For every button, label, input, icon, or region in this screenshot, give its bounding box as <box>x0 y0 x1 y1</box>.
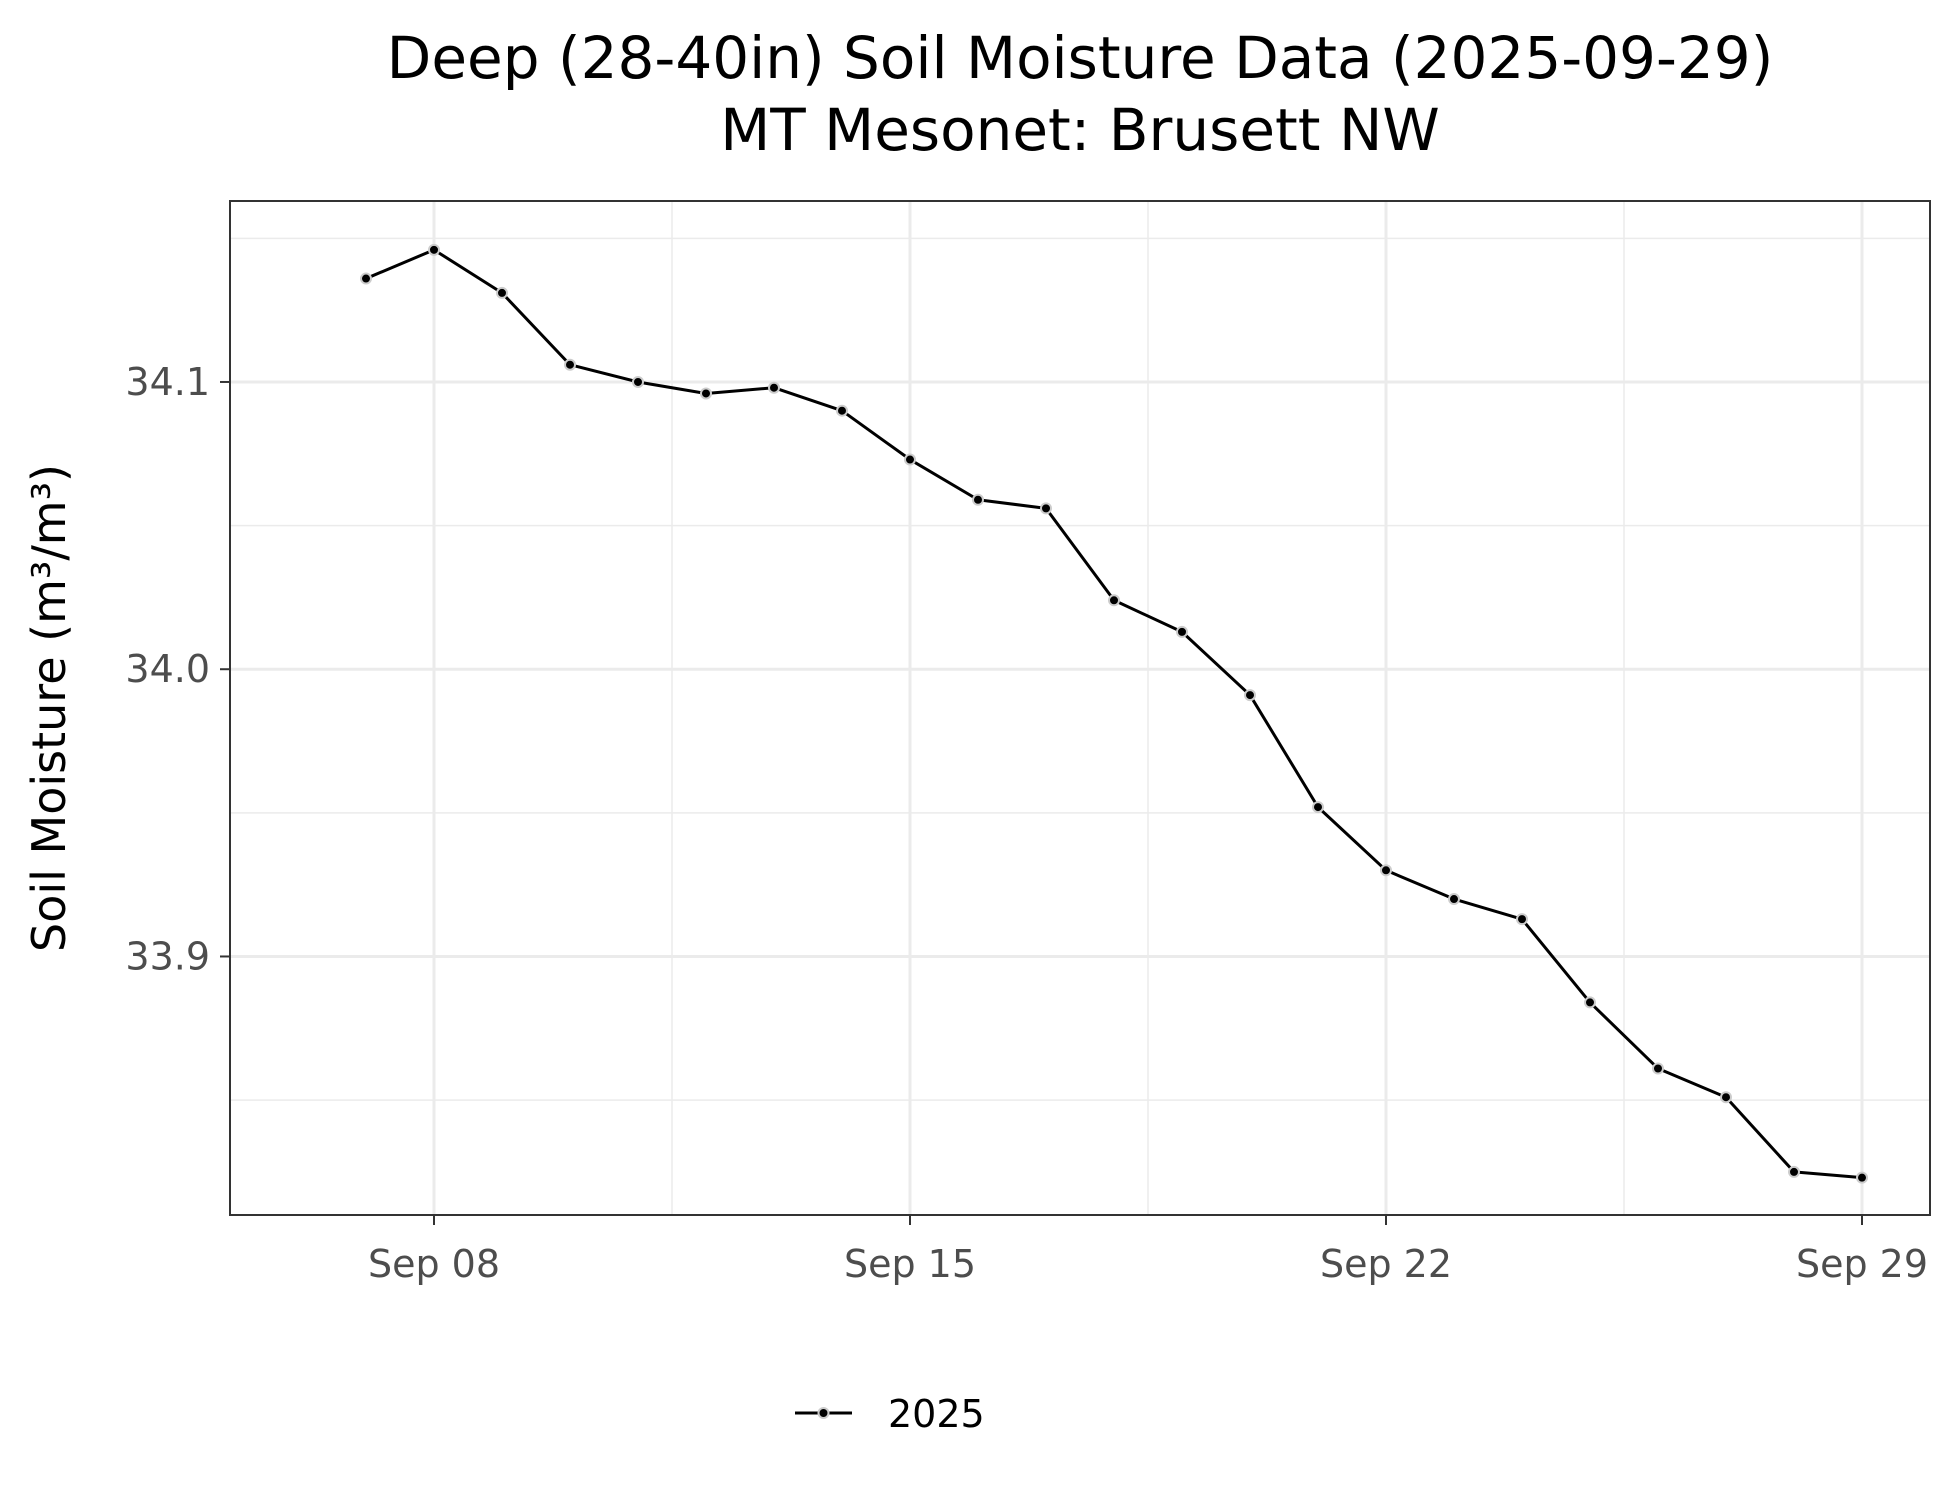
data-point <box>1108 594 1120 607</box>
y-tick-label: 34.0 <box>125 647 210 691</box>
data-point <box>1720 1091 1732 1104</box>
data-point <box>632 375 644 388</box>
data-point <box>1448 893 1460 906</box>
y-tick-label: 34.1 <box>125 360 210 404</box>
chart-subtitle-line: MT Mesonet: Brusett NW <box>720 96 1440 164</box>
grid-layer <box>230 201 1930 1215</box>
x-tick-label: Sep 22 <box>1320 1242 1452 1286</box>
data-point <box>1652 1062 1664 1075</box>
legend-point-icon <box>817 1407 830 1419</box>
data-point <box>564 358 576 371</box>
data-point <box>1312 801 1324 814</box>
series-layer <box>360 243 1868 1184</box>
plot-panel-border <box>229 200 1931 1216</box>
series-line-2025 <box>365 248 1863 1180</box>
data-point <box>1856 1171 1868 1184</box>
data-point <box>1516 913 1528 926</box>
legend: 2025 <box>795 1392 985 1436</box>
data-point <box>1244 689 1256 702</box>
y-tick-label: 33.9 <box>125 934 210 978</box>
x-tick-label: Sep 29 <box>1796 1242 1928 1286</box>
data-point <box>1788 1165 1800 1178</box>
data-point <box>1380 864 1392 877</box>
data-point <box>1040 502 1052 515</box>
data-point <box>700 387 712 400</box>
data-point <box>904 453 916 466</box>
data-point <box>1584 996 1596 1009</box>
data-point <box>836 404 848 417</box>
data-point <box>1176 625 1188 638</box>
x-tick-label: Sep 08 <box>368 1242 500 1286</box>
legend-label-2025: 2025 <box>888 1392 985 1436</box>
data-point <box>768 381 780 394</box>
x-tick-label: Sep 15 <box>844 1242 976 1286</box>
data-point <box>428 243 440 256</box>
data-point <box>360 272 372 285</box>
y-axis-title: Soil Moisture (m³/m³) <box>22 464 76 952</box>
data-point <box>496 286 508 299</box>
chart-title-line: Deep (28-40in) Soil Moisture Data (2025-… <box>386 24 1774 92</box>
data-point <box>972 493 984 506</box>
chart-title: Deep (28-40in) Soil Moisture Data (2025-… <box>230 22 1930 166</box>
axis-layer: Sep 08 Sep 15 Sep 22 Sep 29 33.9 34.0 34.1 <box>125 360 1928 1286</box>
